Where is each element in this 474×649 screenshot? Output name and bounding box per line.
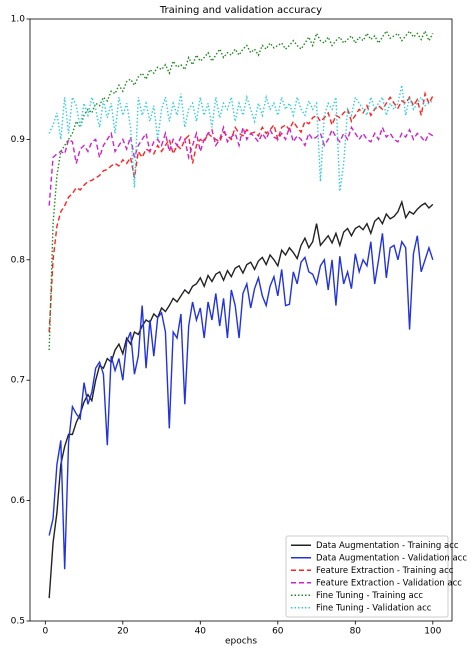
legend: Data Augmentation - Training acc Data Aug… [285, 535, 467, 618]
x-axis-label: epochs [225, 637, 257, 647]
series-line [48, 233, 434, 570]
legend-label: Feature Extraction - Validation acc [316, 578, 462, 588]
plot-frame [29, 18, 453, 622]
series-line [48, 124, 434, 206]
x-tick-label: 20 [117, 627, 129, 637]
x-tick-label: 100 [424, 627, 441, 637]
legend-label: Data Augmentation - Validation acc [316, 553, 467, 563]
series-line [48, 199, 434, 599]
legend-label: Fine Tuning - Training acc [316, 591, 423, 601]
y-tick-label: 0.5 [11, 617, 25, 627]
series-line [48, 91, 434, 333]
x-tick-label: 80 [350, 627, 362, 637]
legend-label: Fine Tuning - Validation acc [316, 603, 432, 613]
chart-title: Training and validation accuracy [159, 5, 322, 16]
y-tick-label: 0.7 [11, 376, 25, 386]
legend-box [285, 535, 449, 618]
x-tick-label: 40 [195, 627, 207, 637]
y-tick-label: 1.0 [11, 15, 26, 25]
series-line [48, 85, 434, 192]
y-tick-label: 0.8 [11, 255, 26, 265]
y-tick-label: 0.6 [11, 496, 26, 506]
legend-label: Data Augmentation - Training acc [316, 541, 459, 551]
legend-label: Feature Extraction - Training acc [316, 566, 454, 576]
y-tick-label: 0.9 [11, 135, 26, 145]
x-tick-label: 60 [272, 627, 284, 637]
x-tick-label: 0 [42, 627, 48, 637]
